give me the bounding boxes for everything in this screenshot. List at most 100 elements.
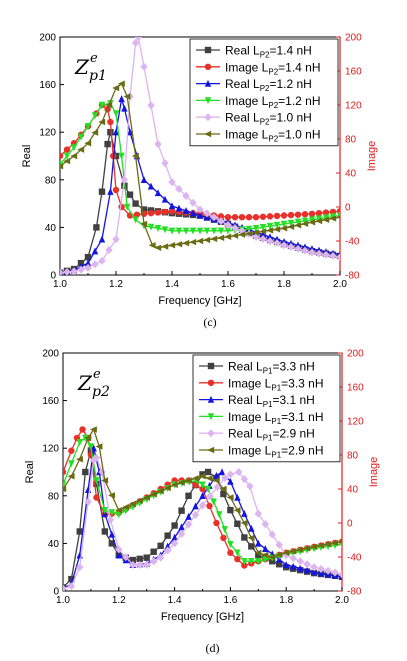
data-point-series-1 (133, 211, 141, 218)
x-tick-label: 2.0 (333, 279, 347, 290)
data-point-series-4 (60, 268, 64, 275)
data-point-series-5 (149, 491, 157, 498)
data-point-series-2 (121, 104, 128, 112)
data-point-series-3 (294, 218, 302, 226)
data-point-series-5 (105, 101, 113, 109)
data-point-series-2 (108, 530, 116, 538)
data-point-series-3 (245, 225, 253, 233)
y2-tick-label: -40 (347, 553, 362, 564)
x-axis-label: Frequency [GHz] (161, 611, 244, 623)
data-point-series-2 (234, 493, 241, 501)
data-point-series-1 (308, 210, 316, 217)
data-point-series-0 (164, 532, 171, 539)
data-point-series-3 (115, 511, 122, 519)
data-point-series-5 (296, 546, 304, 553)
data-point-series-5 (63, 485, 67, 493)
data-point-series-4 (115, 545, 123, 554)
data-point-series-5 (156, 487, 164, 495)
data-point-series-1 (154, 209, 162, 216)
data-point-series-1 (161, 208, 169, 216)
data-point-series-1 (238, 214, 246, 221)
data-point-series-3 (322, 214, 330, 222)
data-point-series-3 (98, 101, 106, 109)
x-tick-label: 1.0 (53, 279, 67, 290)
data-point-series-5 (324, 541, 332, 548)
data-point-series-2 (296, 564, 304, 572)
data-point-series-3 (84, 123, 92, 130)
data-point-series-0 (129, 556, 136, 564)
data-point-series-0 (132, 200, 139, 207)
data-point-series-3 (301, 217, 309, 225)
data-point-series-3 (221, 526, 229, 534)
data-point-series-1 (220, 534, 227, 542)
data-point-series-4 (240, 475, 249, 484)
data-point-series-2 (199, 492, 206, 499)
data-point-series-3 (189, 227, 197, 235)
data-point-series-1 (93, 494, 100, 501)
data-point-series-3 (216, 511, 223, 519)
legend-label-4: Real LP1=2.9 nH (228, 427, 315, 443)
data-point-series-5 (282, 549, 290, 556)
data-point-series-1 (112, 186, 120, 194)
data-point-series-4 (317, 564, 325, 573)
data-point-series-4 (70, 267, 78, 275)
data-point-series-3 (210, 498, 217, 506)
data-point-series-4 (338, 570, 342, 579)
data-point-series-4 (136, 560, 144, 569)
data-point-series-5 (310, 543, 318, 550)
legend-label-5: Image LP1=2.9 nH (228, 444, 324, 460)
data-point-series-0 (199, 471, 206, 478)
data-point-series-5 (273, 226, 281, 233)
data-point-series-4 (177, 529, 186, 538)
data-point-series-4 (273, 239, 281, 248)
data-point-series-4 (254, 509, 262, 518)
data-point-series-5 (95, 443, 103, 450)
data-point-series-4 (129, 560, 137, 569)
data-point-series-0 (98, 188, 106, 195)
data-point-series-4 (120, 175, 129, 184)
y2-tick-label: 80 (345, 135, 357, 146)
data-point-series-5 (219, 485, 227, 493)
data-point-series-4 (170, 539, 179, 548)
data-point-series-4 (238, 226, 246, 235)
data-point-series-5 (84, 140, 92, 147)
data-point-series-2 (126, 128, 134, 136)
data-point-series-4 (310, 563, 318, 572)
data-point-series-5 (191, 475, 199, 482)
data-point-series-4 (98, 468, 106, 476)
figure-caption: (c) (203, 315, 216, 329)
data-point-series-5 (338, 539, 342, 544)
data-point-series-4 (189, 198, 197, 207)
data-point-series-0 (140, 206, 148, 213)
data-point-series-4 (98, 256, 106, 265)
data-point-series-3 (210, 227, 218, 235)
data-point-series-5 (322, 216, 330, 223)
data-point-series-2 (213, 471, 220, 479)
data-point-series-3 (175, 227, 183, 235)
data-point-series-2 (154, 189, 162, 197)
data-point-series-5 (254, 549, 262, 556)
x-axis-label: Frequency [GHz] (158, 295, 241, 307)
data-point-series-4 (217, 217, 225, 226)
data-point-series-2 (168, 202, 176, 210)
legend-marker-0 (204, 46, 212, 54)
data-point-series-3 (70, 144, 78, 152)
data-point-series-4 (224, 221, 232, 230)
data-point-series-5 (177, 479, 185, 486)
y2-tick-label: 80 (347, 451, 359, 462)
legend-label-2: Real LP2=1.2 nH (225, 77, 312, 93)
data-point-series-1 (168, 208, 176, 215)
data-point-series-0 (126, 191, 134, 198)
data-point-series-4 (63, 584, 67, 591)
data-point-series-3 (217, 227, 225, 235)
y2-tick-label: 160 (347, 383, 364, 394)
x-tick-label: 1.2 (109, 279, 123, 290)
legend-label-3: Image LP1=3.1 nH (228, 410, 324, 426)
data-point-series-5 (131, 152, 139, 160)
legend-label-3: Image LP2=1.2 nH (225, 94, 321, 110)
data-point-series-3 (147, 223, 155, 231)
data-point-series-3 (132, 216, 139, 224)
legend-marker-1 (207, 379, 215, 386)
y-tick-label: 40 (48, 539, 60, 550)
